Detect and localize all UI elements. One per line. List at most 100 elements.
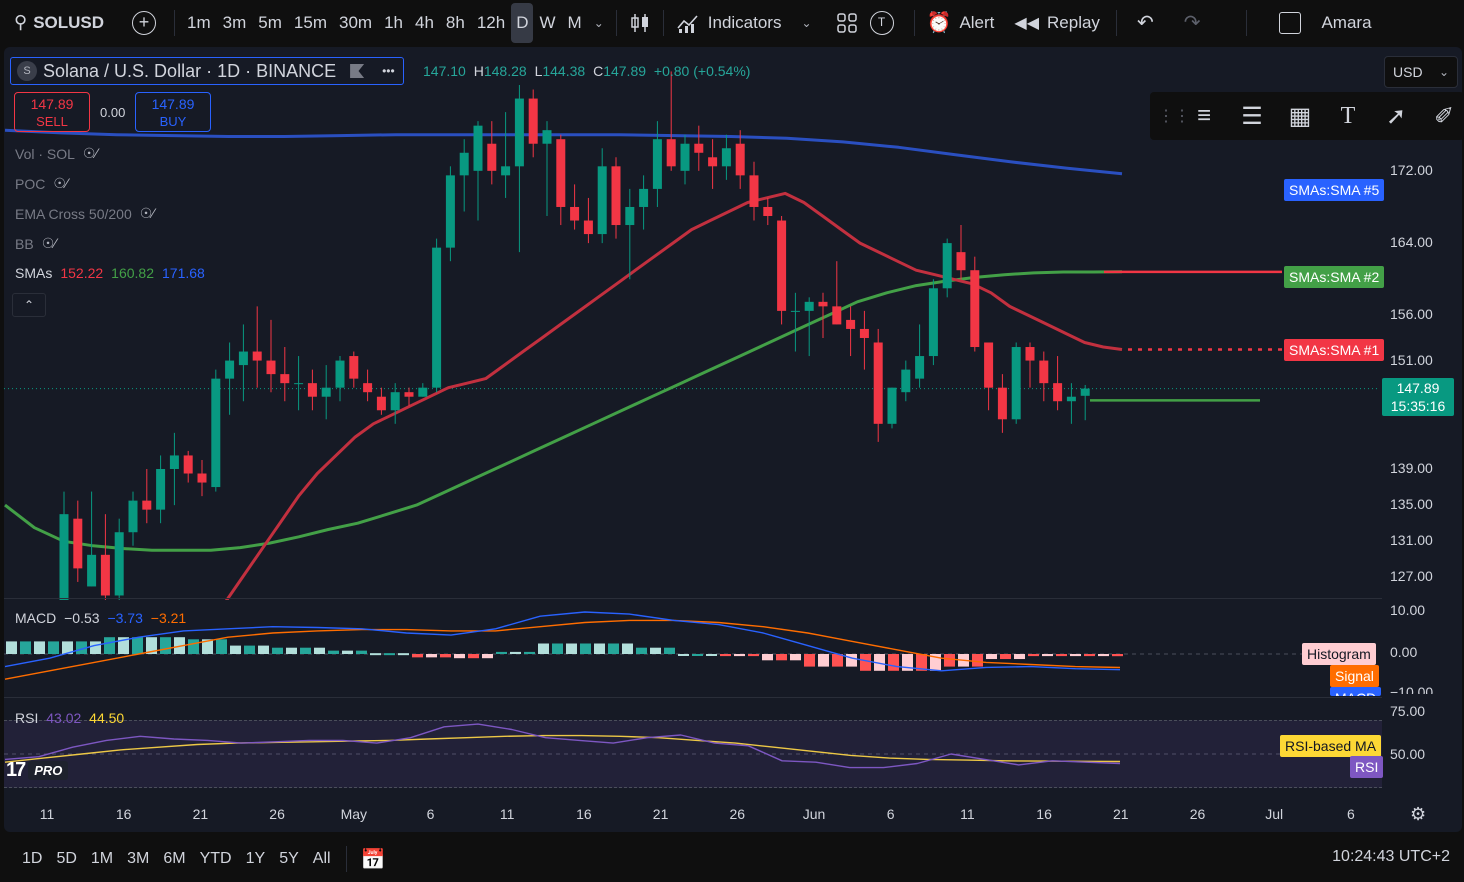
timeframe-3m[interactable]: 3m (222, 12, 247, 32)
indicators-button[interactable]: Indicators ⌄ (670, 0, 818, 45)
range-5y[interactable]: 5Y (279, 850, 299, 867)
sma1-tag: SMAs:SMA #1 (1284, 339, 1385, 361)
sma5-tag: SMAs:SMA #5 (1284, 179, 1385, 201)
close-value: 147.89 (603, 63, 647, 79)
layouts-button[interactable] (830, 0, 864, 45)
range-5d[interactable]: 5D (56, 850, 77, 867)
indicator-ema-cross[interactable]: EMA Cross 50/200 ☉⁄ (15, 205, 155, 222)
drag-handle-icon[interactable]: ⋮⋮ (1158, 108, 1190, 125)
rsi-ma-value: 44.50 (89, 710, 125, 726)
range-1d[interactable]: 1D (22, 850, 43, 867)
indicator-smas-label: SMAs (15, 265, 53, 281)
line-style-icon[interactable]: ≡ (1196, 102, 1211, 129)
timeframe-4h[interactable]: 4h (414, 12, 434, 32)
chevron-up-icon: ⌃ (23, 298, 35, 312)
indicator-bb[interactable]: BB ☉⁄ (15, 235, 57, 252)
measure-icon[interactable]: ▦ (1288, 102, 1312, 130)
timeframe-1h[interactable]: 1h (384, 12, 403, 32)
range-1m[interactable]: 1M (90, 850, 114, 867)
timeframe-1m[interactable]: 1m (187, 12, 211, 32)
range-1y[interactable]: 1Y (245, 850, 266, 867)
timeframe-15m[interactable]: 15m (293, 12, 327, 32)
alert-label: Alert (959, 12, 995, 32)
symbol-search-button[interactable]: ⚲ SOLUSD (0, 0, 110, 45)
range-list: 1D 5D 1M 3M 6M YTD 1Y 5Y All (0, 850, 338, 868)
currency-select[interactable]: USD ⌄ (1384, 56, 1458, 88)
eye-hidden-icon[interactable]: ☉⁄ (82, 145, 98, 161)
high-value: 148.28 (483, 63, 527, 79)
buy-button[interactable]: 147.89 BUY (135, 92, 211, 132)
rsi-label: RSI (15, 710, 39, 726)
divider (1115, 9, 1117, 36)
trend-line-icon[interactable]: ➚ (1385, 102, 1407, 130)
indicators-icon (677, 14, 698, 33)
spread-value: 0.00 (100, 105, 126, 120)
eye-hidden-icon[interactable]: ☉⁄ (41, 235, 57, 251)
eye-hidden-icon[interactable]: ☉⁄ (53, 175, 69, 191)
range-6m[interactable]: 6M (163, 850, 186, 867)
redo-button[interactable]: ↷ (1178, 0, 1207, 45)
last-price-value: 147.89 (1396, 380, 1440, 396)
time-axis-label: 16 (576, 806, 592, 822)
rsi-ma-tag: RSI-based MA (1280, 735, 1382, 757)
timeframe-dropdown[interactable]: ⌄ (588, 0, 610, 45)
time-axis-label: 21 (192, 806, 209, 822)
chart-type-button[interactable] (623, 0, 657, 45)
user-menu-button[interactable]: Amara (1273, 0, 1377, 45)
drawing-toolbar: ⋮⋮ ≡ ☰ ▦ T ➚ ✐ (1150, 92, 1464, 140)
indicator-poc[interactable]: POC ☉⁄ (15, 175, 68, 192)
timeframe-list: 1m 3m 5m 15m 30m 1h 4h 8h 12h D W M (181, 0, 588, 45)
macd-line-tag: MACD (1330, 687, 1382, 696)
sell-button[interactable]: 147.89 SELL (14, 92, 90, 132)
timeframe-D[interactable]: D (511, 2, 534, 43)
rewind-icon: ◀◀ (1014, 14, 1040, 32)
time-axis-label: 26 (1189, 806, 1206, 822)
sell-price: 147.89 (30, 96, 74, 112)
pro-badge: PRO (28, 760, 69, 780)
chart-area[interactable] (4, 47, 1462, 832)
more-options-button[interactable]: ••• (382, 64, 395, 78)
range-all[interactable]: All (312, 850, 331, 867)
time-axis-label: 21 (1113, 806, 1129, 822)
price-axis-label: 172.00 (1390, 161, 1433, 178)
time-axis-label: Jul (1265, 806, 1284, 822)
replay-button[interactable]: ◀◀ Replay (1008, 0, 1106, 45)
close-key: C (593, 63, 604, 79)
time-axis-label: 6 (1346, 806, 1355, 822)
indicator-smas[interactable]: SMAs 152.22 160.82 171.68 (15, 265, 205, 281)
clock[interactable]: 10:24:43 UTC+2 (1332, 848, 1450, 865)
timeframe-M[interactable]: M (567, 12, 582, 32)
range-3m[interactable]: 3M (127, 850, 150, 867)
rsi-axis-75: 75.00 (1390, 703, 1426, 719)
redo-icon: ↷ (1183, 12, 1201, 34)
macd-signal-value: −3.21 (150, 610, 187, 626)
undo-button[interactable]: ↶ (1131, 0, 1160, 45)
text-tool-icon[interactable]: T (1340, 102, 1356, 129)
pane-divider[interactable] (4, 598, 1382, 599)
replay-label: Replay (1047, 12, 1100, 32)
timeframe-5m[interactable]: 5m (258, 12, 282, 32)
timeframe-12h[interactable]: 12h (476, 12, 506, 32)
indicator-vol[interactable]: Vol · SOL ☉⁄ (15, 145, 98, 162)
bottom-bar: 1D 5D 1M 3M 6M YTD 1Y 5Y All 📅 (0, 836, 1464, 882)
timeframe-8h[interactable]: 8h (445, 12, 465, 32)
tradingview-logo[interactable]: 17 PRO (6, 758, 69, 782)
compare-symbol-button[interactable]: + (126, 0, 162, 45)
date-range-button[interactable]: 📅 (361, 847, 386, 872)
symbol-legend[interactable]: S Solana / U.S. Dollar · 1D · BINANCE ••… (10, 57, 404, 85)
gear-icon[interactable]: ⚙ (1410, 804, 1427, 824)
collapse-legend-button[interactable]: ⌃ (12, 293, 46, 317)
low-key: L (534, 63, 543, 79)
rsi-legend[interactable]: RSI 43.02 44.50 (15, 710, 124, 726)
rsi-band (4, 720, 1382, 788)
macd-legend[interactable]: MACD −0.53 −3.73 −3.21 (15, 610, 186, 626)
templates-button[interactable]: T (864, 0, 900, 45)
timeframe-30m[interactable]: 30m (338, 12, 373, 32)
timeframe-W[interactable]: W (539, 12, 556, 32)
line-width-icon[interactable]: ☰ (1241, 102, 1263, 130)
pane-divider[interactable] (4, 697, 1382, 698)
brush-icon[interactable]: ✐ (1433, 102, 1455, 130)
alert-button[interactable]: ⏰ Alert (921, 0, 1001, 45)
range-ytd[interactable]: YTD (199, 850, 232, 867)
eye-hidden-icon[interactable]: ☉⁄ (139, 205, 155, 221)
